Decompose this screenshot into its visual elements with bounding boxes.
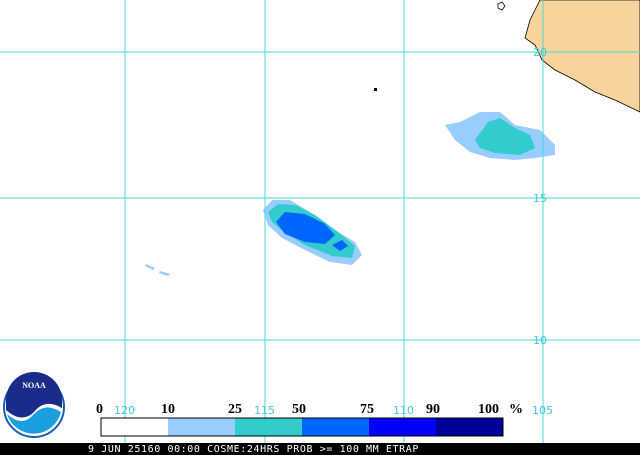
legend-swatch <box>235 418 302 436</box>
legend-label: 25 <box>228 402 242 417</box>
lat-label: 15 <box>533 192 547 205</box>
lon-label: 110 <box>393 404 414 417</box>
logo-sea <box>7 407 61 434</box>
lon-label: 120 <box>114 404 135 417</box>
prob-area <box>145 264 170 276</box>
legend-label: 90 <box>426 402 440 417</box>
legend-swatch <box>436 418 503 436</box>
graticule <box>0 0 640 443</box>
legend-swatch <box>101 418 168 436</box>
island <box>374 88 377 91</box>
legend-label: 10 <box>161 402 175 417</box>
legend-label: 75 <box>360 402 374 417</box>
lon-label: 105 <box>532 404 553 417</box>
lat-label: 20 <box>533 46 547 59</box>
legend-unit: % <box>509 402 523 417</box>
island <box>497 1 506 11</box>
footer-bar <box>0 443 640 455</box>
legend-label: 100 <box>478 402 499 417</box>
lon-label: 115 <box>254 404 275 417</box>
legend-frame <box>100 417 504 437</box>
prob-area <box>332 240 348 251</box>
land <box>524 0 640 113</box>
prob-area <box>475 118 535 155</box>
legend-label: 50 <box>292 402 306 417</box>
lat-label: 10 <box>533 334 547 347</box>
legend-swatch <box>302 418 369 436</box>
prob-area <box>276 212 335 244</box>
logo-text: NOAA <box>22 381 46 390</box>
footer-text: 9 JUN 25160 00:00 COSME:24HRS PROB >= 10… <box>88 444 419 455</box>
legend: 0 10 25 50 75 90 100 % <box>96 402 523 437</box>
legend-label: 0 <box>96 402 103 417</box>
logo-sky <box>6 372 62 418</box>
legend-swatch <box>168 418 235 436</box>
legend-swatch <box>369 418 436 436</box>
logo: NOAA <box>3 372 65 438</box>
